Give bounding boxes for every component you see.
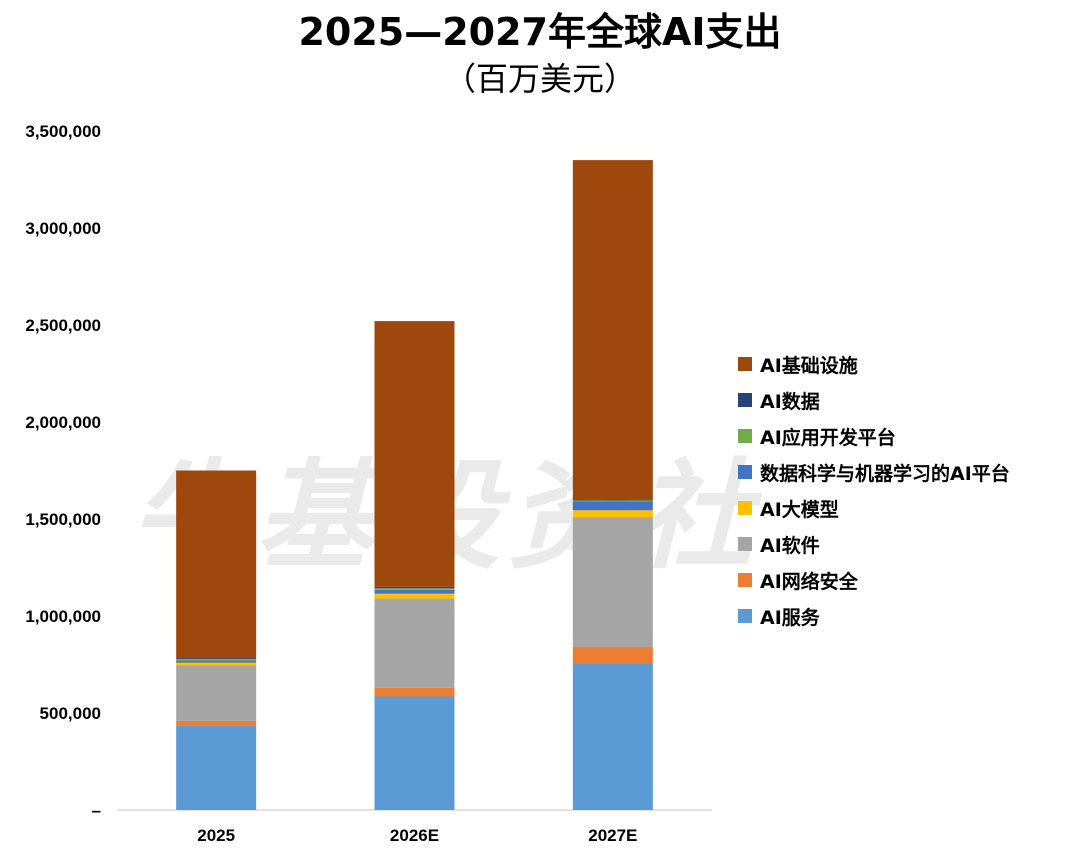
bar-segment xyxy=(176,720,257,726)
legend-item: AI数据 xyxy=(738,382,1010,418)
bar-segment xyxy=(374,598,455,688)
bar-segment xyxy=(572,499,653,501)
bar-segment xyxy=(572,663,653,810)
y-tick-label: 3,000,000 xyxy=(25,219,101,238)
chart-title: 2025—2027年全球AI支出 xyxy=(298,10,782,54)
legend-label: AI服务 xyxy=(760,606,820,629)
y-tick-label: 1,500,000 xyxy=(25,510,101,529)
bar-segment xyxy=(374,593,455,599)
legend-label: AI应用开发平台 xyxy=(760,426,896,449)
y-tick-label: 3,500,000 xyxy=(25,122,101,141)
bar-segment xyxy=(374,687,455,697)
legend-label: AI数据 xyxy=(760,390,820,413)
legend-item: AI服务 xyxy=(738,598,1010,634)
bar-segment xyxy=(374,586,455,589)
bar-segment xyxy=(572,160,653,500)
legend-label: AI大模型 xyxy=(760,498,839,521)
bar-segment xyxy=(176,658,257,660)
bar-segment xyxy=(572,501,653,511)
legend-item: AI大模型 xyxy=(738,490,1010,526)
legend-item: AI软件 xyxy=(738,526,1010,562)
legend-label: AI网络安全 xyxy=(760,570,858,593)
legend-item: 数据科学与机器学习的AI平台 xyxy=(738,454,1010,490)
y-tick-label: 2,000,000 xyxy=(25,413,101,432)
bar-segment xyxy=(572,517,653,648)
bar-segment xyxy=(176,660,257,663)
legend-swatch xyxy=(738,501,752,515)
y-tick-label: – xyxy=(92,801,101,820)
bar-segment xyxy=(176,659,257,661)
legend-swatch xyxy=(738,357,752,371)
bar-segment xyxy=(572,500,653,502)
bar-segment xyxy=(176,662,257,666)
y-tick-label: 1,000,000 xyxy=(25,607,101,626)
bar-segment xyxy=(176,725,257,810)
bar-segment xyxy=(374,696,455,810)
legend-swatch xyxy=(738,429,752,443)
bar-segment xyxy=(572,510,653,518)
legend-swatch xyxy=(738,573,752,587)
bar-segment xyxy=(374,321,455,587)
legend-swatch xyxy=(738,609,752,623)
legend-swatch xyxy=(738,537,752,551)
y-tick-label: 2,500,000 xyxy=(25,316,101,335)
chart-title-block: 2025—2027年全球AI支出 （百万美元） xyxy=(0,8,1080,100)
legend-swatch xyxy=(738,393,752,407)
legend-label: AI基础设施 xyxy=(760,354,858,377)
bar-segment xyxy=(176,665,257,721)
bar-segment xyxy=(374,589,455,594)
bar-segment xyxy=(374,588,455,590)
x-category-label: 2026E xyxy=(390,826,439,845)
legend-swatch xyxy=(738,465,752,479)
bar-segment xyxy=(176,470,257,659)
x-category-label: 2027E xyxy=(588,826,637,845)
legend-item: AI网络安全 xyxy=(738,562,1010,598)
x-category-label: 2025 xyxy=(197,826,235,845)
chart-legend: AI基础设施 AI数据 AI应用开发平台数据科学与机器学习的AI平台 AI大模型 AI软… xyxy=(738,346,1010,634)
legend-item: AI基础设施 xyxy=(738,346,1010,382)
legend-label: 数据科学与机器学习的AI平台 xyxy=(760,462,1010,485)
legend-label: AI软件 xyxy=(760,534,820,557)
chart-subtitle: （百万美元） xyxy=(443,60,636,98)
y-tick-label: 500,000 xyxy=(40,704,101,723)
legend-item: AI应用开发平台 xyxy=(738,418,1010,454)
bar-segment xyxy=(572,647,653,664)
